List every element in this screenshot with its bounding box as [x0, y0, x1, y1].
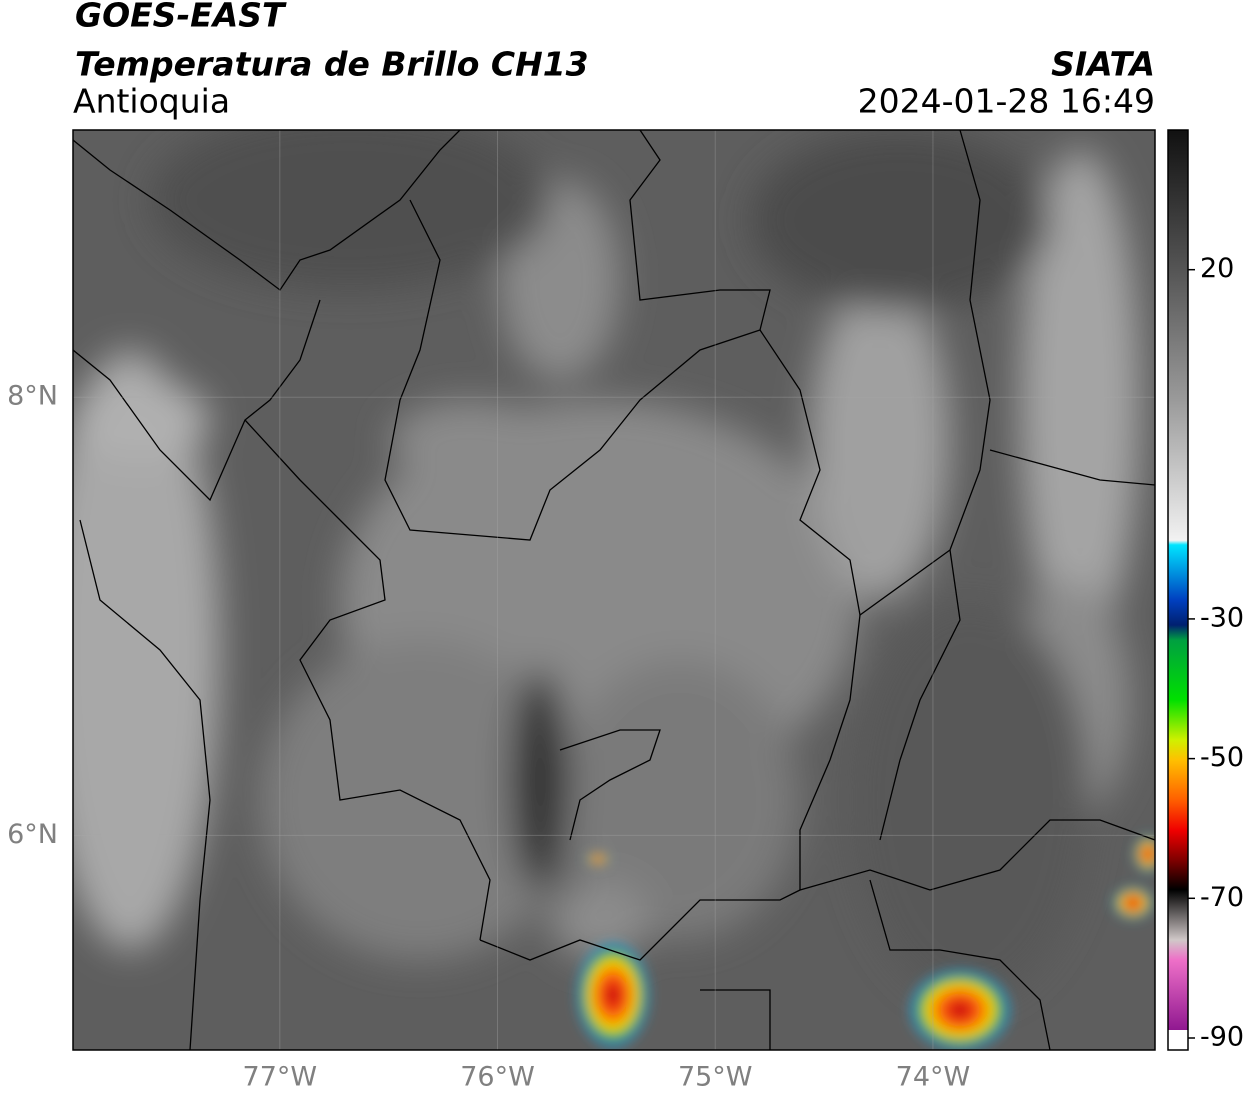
x-tick-label: 75°W	[678, 1062, 753, 1093]
satellite-image	[73, 130, 1155, 1050]
y-tick-label: 8°N	[7, 381, 58, 412]
colorbar-extend	[1168, 1030, 1188, 1050]
x-tick-label: 77°W	[243, 1062, 318, 1093]
colorbar-tick-label: -30	[1200, 602, 1244, 633]
colorbar-tick-label: -70	[1200, 882, 1244, 913]
colorbar	[1168, 130, 1188, 1030]
colorbar-tick-label: 20	[1200, 253, 1234, 284]
y-tick-label: 6°N	[7, 819, 58, 850]
colorbar-frame	[1167, 129, 1189, 1051]
x-tick-label: 76°W	[460, 1062, 535, 1093]
region: Antioquia	[73, 82, 230, 121]
timestamp: 2024-01-28 16:49	[858, 82, 1155, 121]
product: Temperatura de Brillo CH13	[75, 45, 589, 84]
colorbar-tick-label: -50	[1200, 742, 1244, 773]
colorbar-tick-label: -90	[1200, 1022, 1244, 1053]
agency: SIATA	[1051, 45, 1155, 84]
x-tick-label: 74°W	[896, 1062, 971, 1093]
map-frame	[72, 129, 1156, 1051]
satellite: GOES-EAST	[75, 0, 287, 35]
